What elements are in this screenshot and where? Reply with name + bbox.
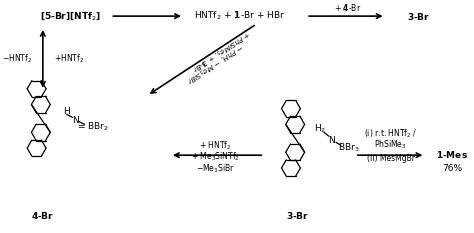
Text: [5-Br][NTf$_2$]: [5-Br][NTf$_2$] [40, 10, 101, 22]
Text: H: H [64, 107, 70, 116]
Text: $-$ PhH, $-$ Me$_3$SiBr: $-$ PhH, $-$ Me$_3$SiBr [183, 40, 245, 86]
Text: $-$Me$_3$SiBr: $-$Me$_3$SiBr [196, 163, 235, 175]
Text: (i) r.t. HNTf$_2$ /: (i) r.t. HNTf$_2$ / [364, 127, 417, 140]
Text: $-$HNTf$_2$: $-$HNTf$_2$ [2, 53, 32, 65]
Text: $=$BBr$_2$: $=$BBr$_2$ [76, 120, 109, 133]
Text: $\mathbf{1}$-Mes: $\mathbf{1}$-Mes [436, 149, 468, 160]
Text: + $\mathbf{4}$-Br: + $\mathbf{4}$-Br [334, 2, 362, 13]
Text: HNTf$_2$ + $\mathbf{1}$-Br + HBr: HNTf$_2$ + $\mathbf{1}$-Br + HBr [194, 10, 285, 22]
Text: $\mathrm{N}$: $\mathrm{N}$ [328, 134, 336, 145]
Text: BBr$_3$: BBr$_3$ [338, 142, 360, 154]
Text: + PhSiMe$_3$, + $\mathbf{3}$-Br: + PhSiMe$_3$, + $\mathbf{3}$-Br [188, 27, 251, 73]
Text: (ii) MesMgBr: (ii) MesMgBr [366, 154, 415, 163]
Text: $\mathbf{4}$-Br: $\mathbf{4}$-Br [31, 210, 55, 221]
Text: $+$HNTf$_2$: $+$HNTf$_2$ [54, 53, 84, 65]
Text: $\mathrm{N}$: $\mathrm{N}$ [72, 114, 80, 125]
Text: + Me$_3$SiNTf$_2$: + Me$_3$SiNTf$_2$ [191, 151, 240, 163]
Text: H$_2$: H$_2$ [314, 122, 326, 135]
Text: $\mathbf{3}$-Br: $\mathbf{3}$-Br [285, 210, 309, 221]
Text: $\mathbf{3}$-Br: $\mathbf{3}$-Br [407, 11, 430, 22]
Text: 76%: 76% [442, 164, 462, 173]
Text: + HNTf$_2$: + HNTf$_2$ [200, 139, 232, 151]
Text: PhSiMe$_3$: PhSiMe$_3$ [374, 138, 407, 151]
